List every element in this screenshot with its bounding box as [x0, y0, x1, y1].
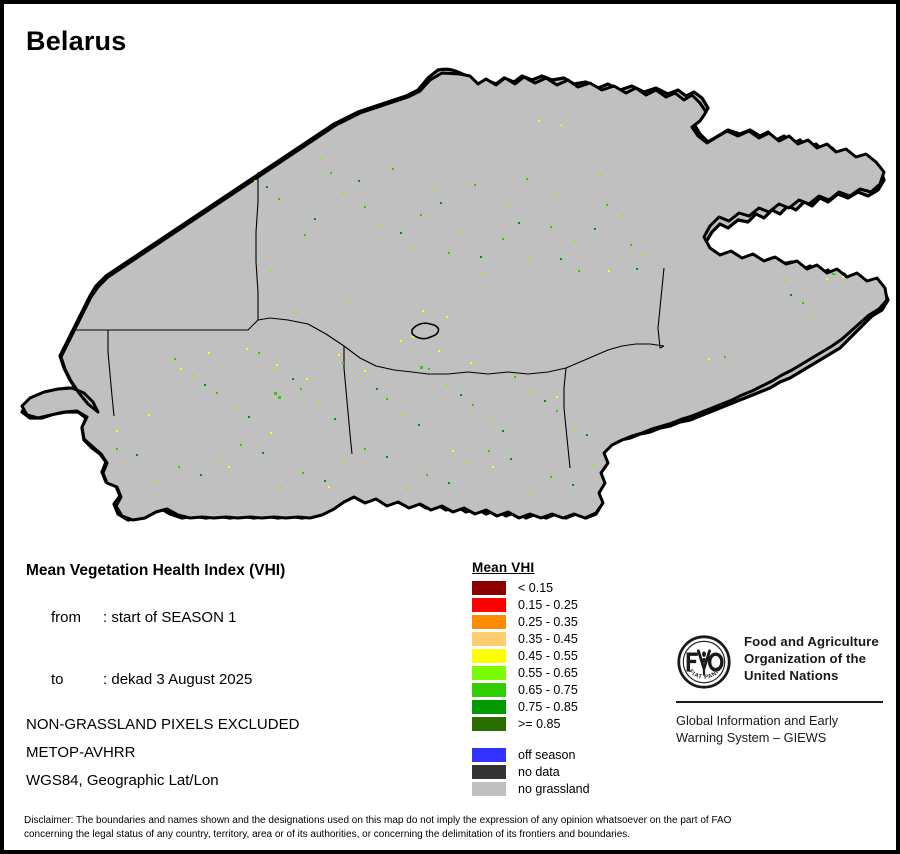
legend-swatch-045-055 [472, 648, 506, 663]
legend-label-045-055: 0.45 - 0.55 [518, 648, 578, 663]
legend-swatch-off-season [472, 747, 506, 762]
legend-item[interactable]: off season [472, 746, 590, 763]
minsk-city-boundary [411, 322, 440, 340]
boundary-vitebsk-minsk [255, 172, 259, 320]
legend-label-055-065: 0.55 - 0.65 [518, 665, 578, 680]
legend-item[interactable]: no grassland [472, 780, 590, 797]
info-row-sensor: METOP-AVHRR [26, 744, 136, 761]
fao-divider [676, 701, 883, 703]
boundary-brest-grodno [107, 330, 115, 417]
legend-label-075-085: 0.75 - 0.85 [518, 699, 578, 714]
map-canvas[interactable] [8, 62, 896, 527]
map-legend: Mean VHI < 0.15 0.15 - 0.25 0.25 - 0.35 … [472, 560, 590, 797]
legend-label-025-035: 0.25 - 0.35 [518, 614, 578, 629]
legend-item[interactable]: no data [472, 763, 590, 780]
legend-label-no-data: no data [518, 764, 560, 779]
legend-swatch-lt-015 [472, 580, 506, 595]
from-label: from [51, 609, 82, 626]
legend-item[interactable]: 0.35 - 0.45 [472, 630, 590, 647]
info-row-excluded: NON-GRASSLAND PIXELS EXCLUDED [26, 716, 300, 733]
giews-line2: Warning System – GIEWS [676, 730, 827, 746]
fao-org-line3: United Nations [744, 667, 839, 683]
legend-swatch-no-grassland [472, 781, 506, 796]
legend-label-015-025: 0.15 - 0.25 [518, 597, 578, 612]
boundary-vitebsk-mogilev [657, 267, 665, 349]
boundary-minsk-gomel [343, 346, 353, 455]
to-label: to [51, 671, 64, 688]
boundary-mogilev-gomel [563, 367, 571, 469]
legend-item[interactable]: 0.15 - 0.25 [472, 596, 590, 613]
fao-logo-row: FIAT PANIS Food and Agriculture Organiza… [676, 634, 888, 690]
info-row-from: from: start of SEASON 1 [26, 592, 456, 643]
disclaimer-line1: Disclaimer: The boundaries and names sho… [24, 815, 732, 826]
legend-label-gte-085: >= 0.85 [518, 716, 561, 731]
country-shape[interactable] [20, 71, 889, 522]
legend-swatch-075-085 [472, 699, 506, 714]
page-title: Belarus [26, 26, 127, 56]
legend-swatch-no-data [472, 764, 506, 779]
fao-org-name: Food and Agriculture Organization of the… [744, 634, 879, 684]
legend-title: Mean VHI [472, 560, 535, 575]
legend-item[interactable]: 0.65 - 0.75 [472, 681, 590, 698]
legend-label-065-075: 0.65 - 0.75 [518, 682, 578, 697]
legend-label-no-grassland: no grassland [518, 781, 590, 796]
legend-item[interactable]: 0.45 - 0.55 [472, 647, 590, 664]
from-separator: : [103, 609, 112, 626]
giews-line1: Global Information and Early [676, 713, 839, 728]
belarus-map[interactable] [8, 62, 896, 527]
legend-item[interactable]: 0.55 - 0.65 [472, 664, 590, 681]
legend-label-lt-015: < 0.15 [518, 580, 554, 595]
map-info-block: Mean Vegetation Health Index (VHI) from:… [26, 562, 456, 800]
info-heading: Mean Vegetation Health Index (VHI) [26, 562, 286, 579]
vhi-pixels-045-055 [116, 120, 844, 488]
legend-item[interactable]: >= 0.85 [472, 715, 590, 732]
legend-label-off-season: off season [518, 747, 576, 762]
fao-branding-block: FIAT PANIS Food and Agriculture Organiza… [676, 634, 888, 746]
from-value: start of SEASON 1 [111, 609, 237, 626]
info-row-to: to: dekad 3 August 2025 [26, 654, 456, 705]
legend-swatch-055-065 [472, 665, 506, 680]
fao-org-line2: Organization of the [744, 650, 867, 666]
fao-emblem-icon: FIAT PANIS [676, 634, 732, 690]
legend-item[interactable]: 0.25 - 0.35 [472, 613, 590, 630]
legend-swatch-015-025 [472, 597, 506, 612]
capital-district-outline [411, 322, 440, 340]
legend-swatch-025-035 [472, 614, 506, 629]
legend-swatch-gte-085 [472, 716, 506, 731]
to-value: dekad 3 August 2025 [111, 671, 253, 688]
disclaimer: Disclaimer: The boundaries and names sho… [24, 814, 884, 842]
legend-item[interactable]: < 0.15 [472, 579, 590, 596]
info-row-projection: WGS84, Geographic Lat/Lon [26, 772, 219, 789]
boundary-north-central [22, 317, 429, 375]
legend-label-035-045: 0.35 - 0.45 [518, 631, 578, 646]
legend-swatch-035-045 [472, 631, 506, 646]
legend-item[interactable]: 0.75 - 0.85 [472, 698, 590, 715]
internal-boundaries [22, 172, 665, 469]
giews-name: Global Information and Early Warning Sys… [676, 712, 888, 746]
country-detailed [20, 71, 889, 522]
legend-swatch-065-075 [472, 682, 506, 697]
to-separator: : [103, 671, 112, 688]
disclaimer-line2: concerning the legal status of any count… [24, 829, 631, 841]
fao-org-line1: Food and Agriculture [744, 634, 879, 649]
legend-spacer [472, 732, 590, 746]
